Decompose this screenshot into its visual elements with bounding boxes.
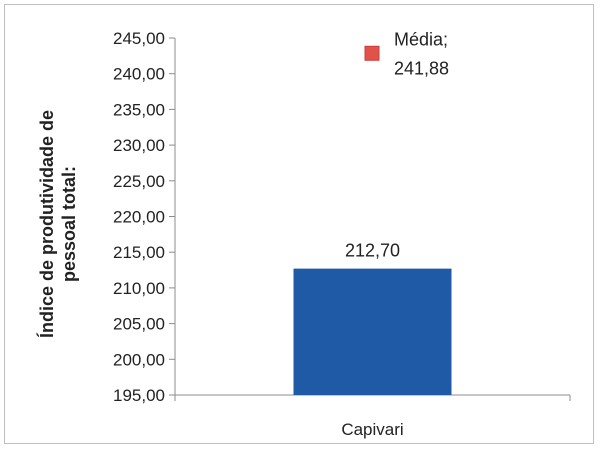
media-label-name: Média; xyxy=(394,29,448,49)
x-category-label: Capivari xyxy=(341,420,403,439)
bar-capivari xyxy=(293,268,452,395)
y-tick-label: 195,00 xyxy=(113,386,165,405)
y-tick-label: 220,00 xyxy=(113,208,165,227)
y-tick-label: 235,00 xyxy=(113,100,165,119)
y-tick-label: 240,00 xyxy=(113,65,165,84)
media-label-value: 241,88 xyxy=(394,58,449,78)
y-tick-label: 205,00 xyxy=(113,315,165,334)
y-tick-label: 245,00 xyxy=(113,29,165,48)
y-tick-label: 200,00 xyxy=(113,350,165,369)
media-marker xyxy=(364,45,380,61)
y-tick-label: 215,00 xyxy=(113,243,165,262)
y-tick-label: 210,00 xyxy=(113,279,165,298)
y-tick-label: 230,00 xyxy=(113,136,165,155)
bar-data-label: 212,70 xyxy=(345,241,400,261)
y-tick-label: 225,00 xyxy=(113,172,165,191)
